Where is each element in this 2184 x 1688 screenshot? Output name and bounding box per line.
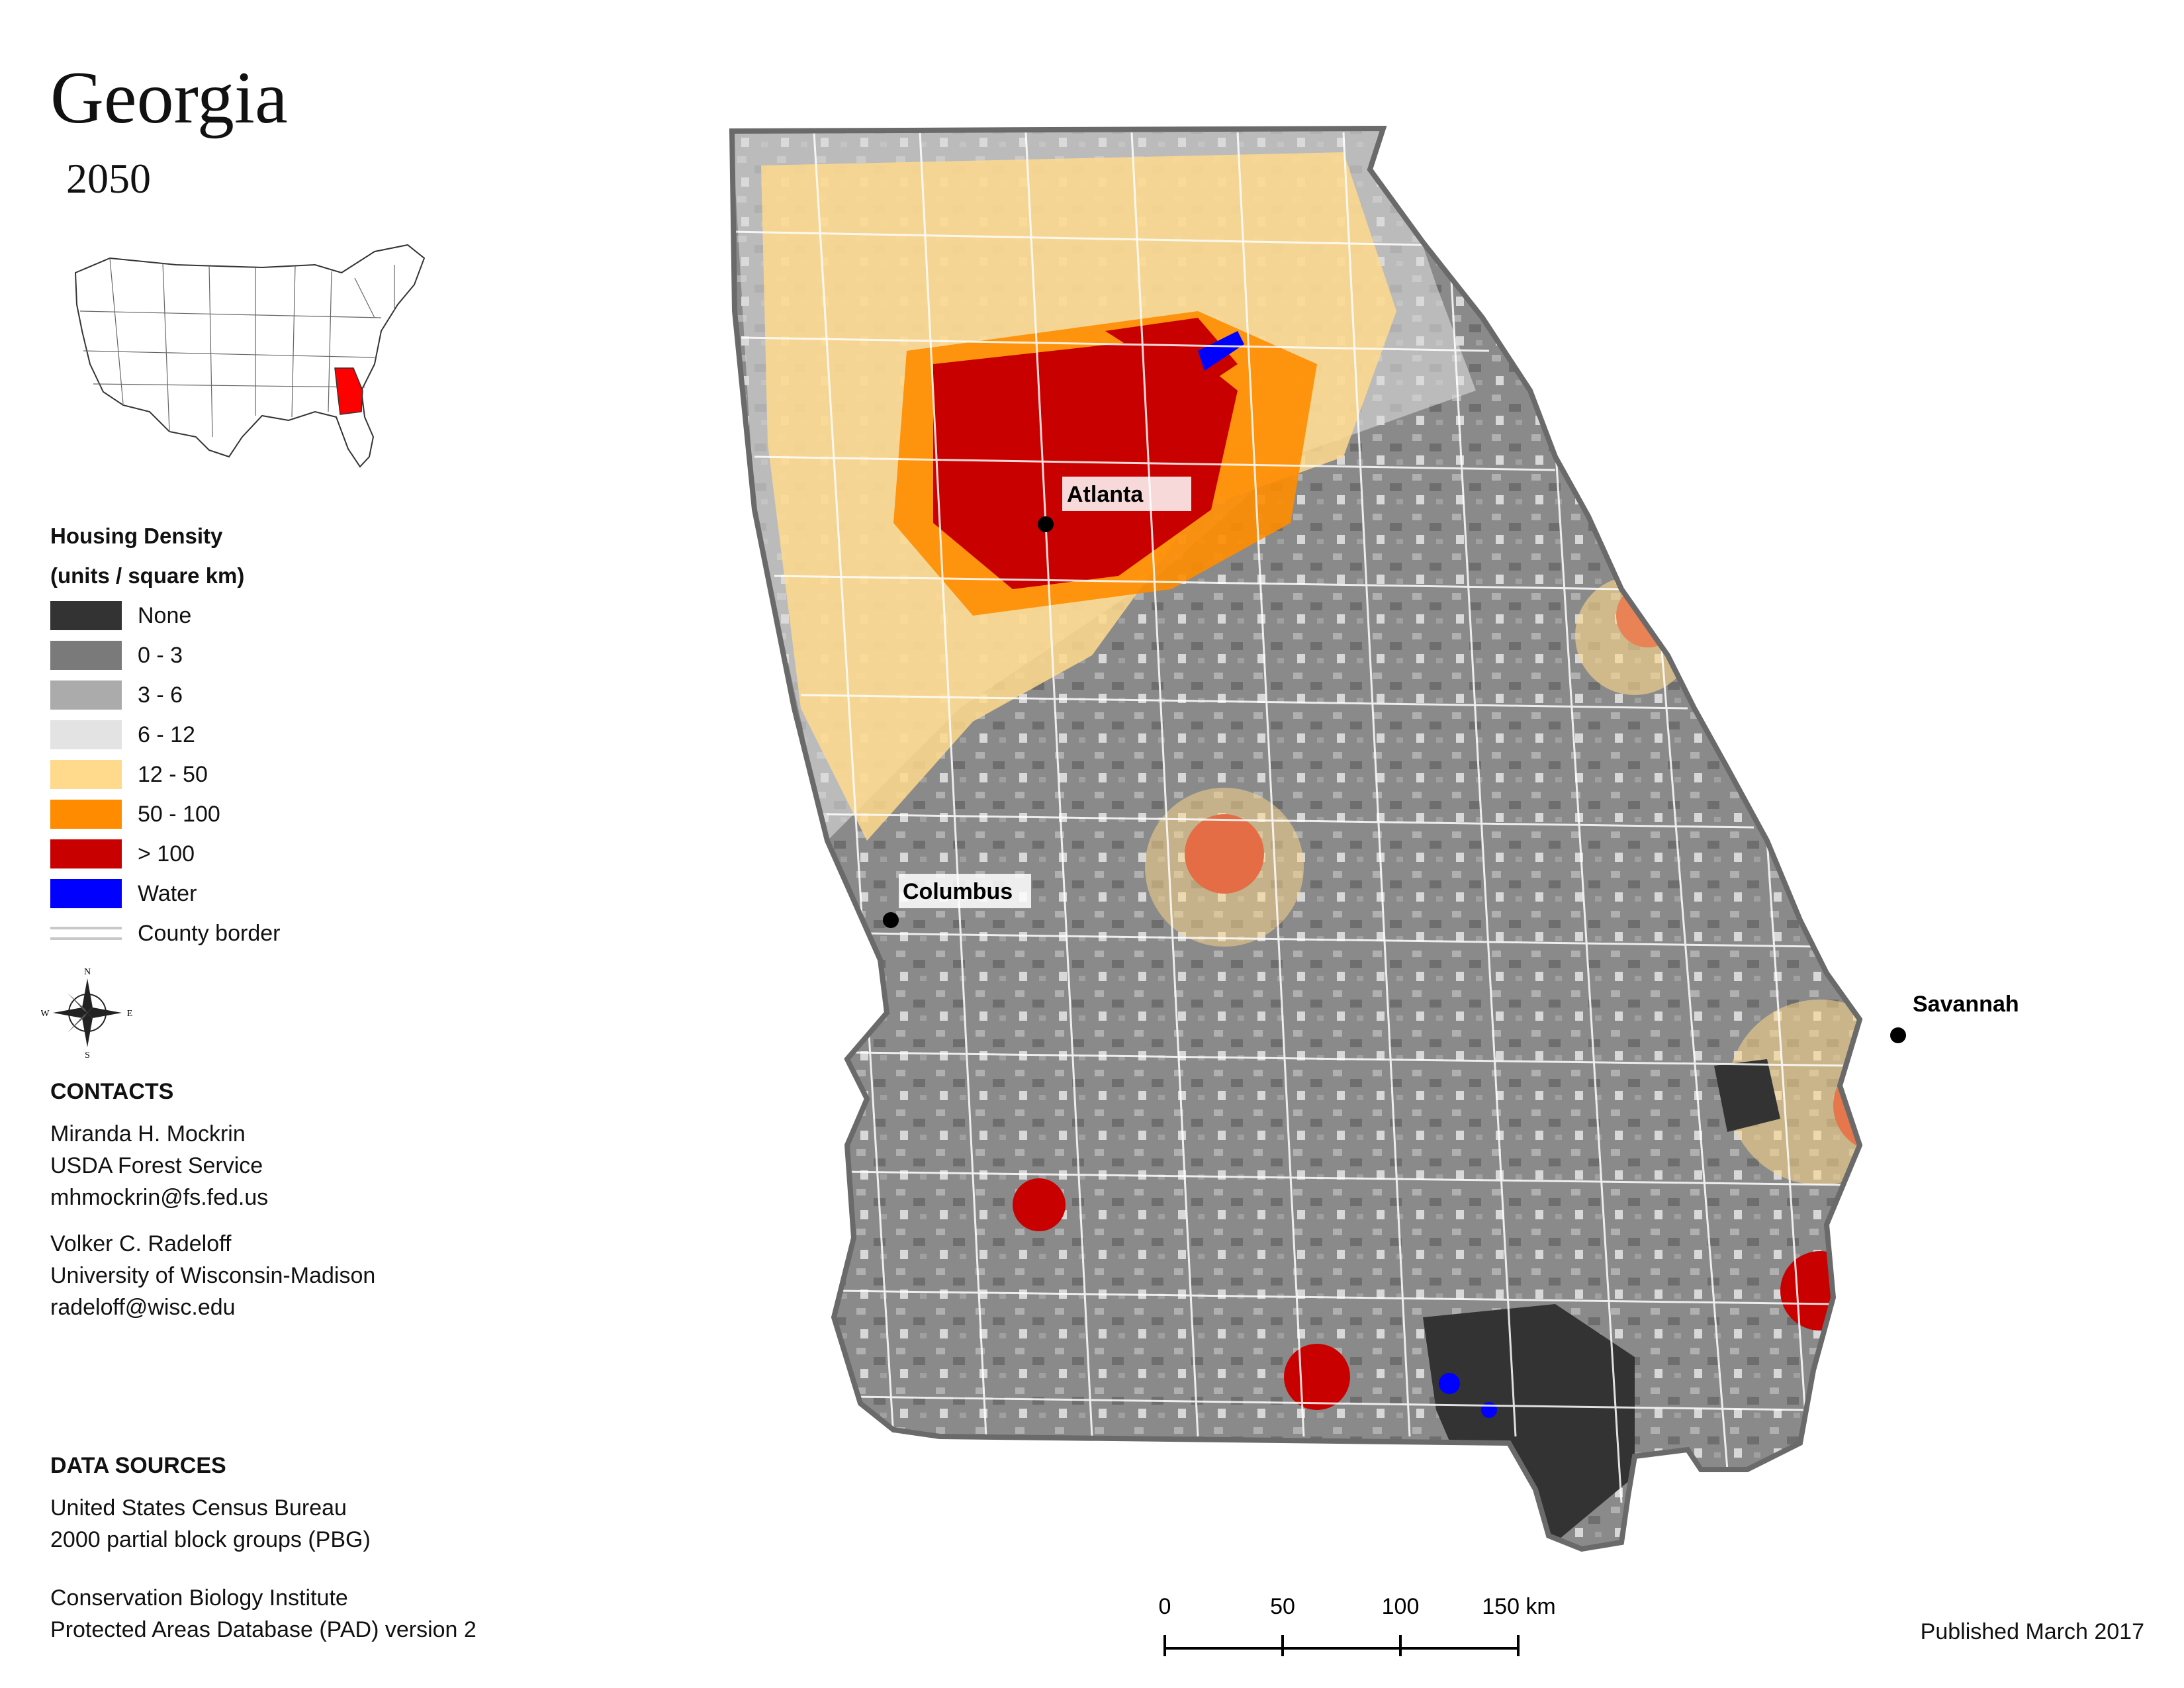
legend-swatch (50, 680, 122, 710)
legend-label: 12 - 50 (138, 761, 208, 787)
legend-item: 6 - 12 (50, 715, 461, 755)
legend-item: 3 - 6 (50, 675, 461, 715)
legend-title: Housing Density (50, 524, 223, 548)
compass-n: N (84, 967, 91, 977)
legend-label: 50 - 100 (138, 801, 220, 827)
legend-label: None (138, 602, 192, 628)
contacts-section: CONTACTS Miranda H. Mockrin USDA Forest … (50, 1079, 514, 1323)
city-label-savannah: Savannah (1913, 992, 2019, 1017)
legend-units: (units / square km) (50, 563, 245, 588)
legend-label: > 100 (138, 841, 195, 867)
legend-swatch (50, 800, 122, 829)
city-label-atlanta: Atlanta (1067, 482, 1144, 507)
contact-name: Volker C. Radeloff (50, 1231, 232, 1256)
legend: Housing Density (units / square km) None… (50, 516, 461, 953)
source-line: Conservation Biology Institute (50, 1585, 348, 1611)
legend-item: 0 - 3 (50, 635, 461, 675)
contact-name: Miranda H. Mockrin (50, 1121, 246, 1147)
city-savannah[interactable]: Savannah (1890, 986, 2030, 1043)
legend-swatch (50, 879, 122, 908)
legend-item: 50 - 100 (50, 794, 461, 834)
published-date: Published March 2017 (1920, 1619, 2144, 1644)
legend-swatch (50, 760, 122, 789)
legend-swatch (50, 839, 122, 868)
compass-w: W (41, 1009, 50, 1019)
legend-label: 0 - 3 (138, 642, 183, 668)
legend-item: None (50, 596, 461, 635)
contact-person: Volker C. Radeloff University of Wiscons… (50, 1228, 514, 1323)
legend-label: 6 - 12 (138, 722, 195, 747)
compass-s: S (85, 1051, 90, 1059)
contact-email[interactable]: mhmockrin@fs.fed.us (50, 1185, 269, 1210)
data-sources-heading: DATA SOURCES (50, 1453, 226, 1478)
contacts-heading: CONTACTS (50, 1079, 174, 1104)
legend-item: > 100 (50, 834, 461, 874)
data-sources-section: DATA SOURCES United States Census Bureau… (50, 1453, 646, 1646)
scale-tick-label: 150 km (1482, 1594, 1556, 1619)
compass-rose-icon: N S E W (41, 967, 133, 1059)
contact-org: University of Wisconsin-Madison (50, 1263, 376, 1288)
source-line: Protected Areas Database (PAD) version 2 (50, 1617, 477, 1642)
legend-swatch (50, 720, 122, 749)
georgia-inset-highlight (334, 367, 363, 415)
legend-item: Water (50, 874, 461, 914)
scale-bar: 0 50 100 150 km (1159, 1594, 1556, 1656)
source-line: 2000 partial block groups (PBG) (50, 1527, 371, 1552)
compass-e: E (127, 1009, 133, 1019)
legend-swatch (50, 601, 122, 630)
contact-person: Miranda H. Mockrin USDA Forest Service m… (50, 1118, 514, 1213)
legend-label: Water (138, 880, 197, 906)
legend-label: County border (138, 920, 281, 946)
georgia-housing-density-map[interactable]: Atlanta Columbus Savannah (695, 113, 2032, 1569)
scale-tick-label: 100 (1382, 1594, 1420, 1619)
source-line: United States Census Bureau (50, 1495, 347, 1521)
map-year: 2050 (66, 155, 151, 202)
scale-tick-label: 0 (1159, 1594, 1171, 1619)
legend-label: 3 - 6 (138, 682, 183, 708)
city-atlanta[interactable]: Atlanta (1038, 477, 1191, 532)
legend-item: 12 - 50 (50, 755, 461, 794)
scale-tick-label: 50 (1270, 1594, 1295, 1619)
county-border-swatch (50, 927, 122, 940)
contact-org: USDA Forest Service (50, 1153, 263, 1178)
contact-email[interactable]: radeloff@wisc.edu (50, 1295, 236, 1320)
legend-item-county-border: County border (50, 914, 461, 953)
map-title: Georgia (50, 57, 288, 139)
legend-swatch (50, 641, 122, 670)
city-label-columbus: Columbus (903, 879, 1013, 904)
city-columbus[interactable]: Columbus (883, 874, 1031, 928)
us-inset-map (74, 244, 426, 468)
